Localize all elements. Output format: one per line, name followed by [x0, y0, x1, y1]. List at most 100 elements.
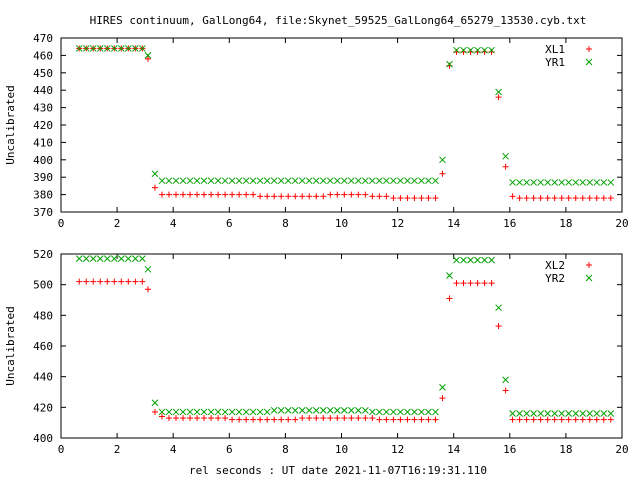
point-YR2-5-d2 — [110, 255, 118, 262]
point-XL1-64 — [523, 195, 530, 202]
point-YR2-39 — [347, 407, 355, 414]
point-YR2-46 — [397, 408, 404, 416]
point-YR2-23 — [235, 408, 243, 416]
point-XL2-61 — [502, 387, 509, 394]
point-YR2-5 — [110, 255, 118, 262]
point-XL1-42 — [369, 193, 376, 200]
point-YR1-37 — [333, 177, 341, 185]
x-tick-label-2-8: 16 — [503, 443, 516, 456]
point-YR1-34 — [312, 177, 320, 185]
point-YR1-10-d2 — [144, 52, 152, 59]
legend-label-XL2: XL2 — [545, 259, 565, 272]
point-XL2-62 — [509, 416, 516, 423]
point-XL2-50 — [425, 416, 432, 423]
point-YR2-35 — [319, 407, 327, 414]
point-YR1-6-d2 — [117, 45, 125, 52]
point-XL1-50 — [425, 195, 432, 202]
point-YR1-5 — [110, 45, 118, 52]
point-YR1-62 — [509, 179, 516, 186]
x-tick-label-1-5: 10 — [335, 217, 348, 230]
point-XL1-26 — [257, 193, 264, 200]
point-YR2-58-d2 — [481, 256, 488, 264]
point-YR1-59-d2 — [488, 46, 495, 54]
point-YR2-7-d2 — [124, 255, 132, 262]
point-XL2-27 — [264, 416, 271, 423]
y-tick-label-1-0: 370 — [33, 206, 53, 219]
point-XL1-66 — [537, 195, 544, 202]
point-YR1-53-d2 — [446, 60, 453, 68]
point-YR2-71-d2 — [572, 410, 580, 417]
point-XL2-35 — [320, 415, 327, 422]
point-YR1-49 — [418, 177, 425, 185]
point-XL2-24 — [243, 416, 250, 423]
point-YR2-26-d2 — [256, 408, 264, 416]
x-tick-label-2-6: 12 — [391, 443, 404, 456]
point-YR2-33-d2 — [305, 407, 313, 414]
point-YR2-11-d2 — [151, 399, 159, 407]
panel-2: 0 2 4 6 8 10 12 14 16 18 20 400 420 440 460 480 500 520 Un… — [4, 248, 629, 456]
point-YR1-64 — [523, 179, 530, 186]
point-YR2-29-d2 — [277, 407, 285, 414]
point-XL1-21 — [222, 191, 229, 198]
point-YR1-25-d2 — [249, 177, 257, 185]
point-XL2-18 — [201, 415, 208, 422]
point-YR1-15-d2 — [179, 177, 187, 185]
point-XL1-36 — [327, 191, 334, 198]
point-YR1-73-d2 — [586, 179, 594, 186]
point-XL2-17 — [194, 415, 201, 422]
point-YR2-17 — [193, 408, 201, 416]
point-YR2-27-d2 — [263, 408, 271, 416]
point-XL1-33 — [306, 193, 313, 200]
point-XL2-67 — [544, 416, 551, 423]
point-YR1-68 — [551, 179, 559, 186]
point-YR1-35-d2 — [319, 177, 327, 185]
point-YR1-71-d2 — [572, 179, 580, 186]
y-tick-label-2-4: 480 — [33, 309, 53, 322]
point-XL2-75 — [600, 416, 607, 423]
point-XL2-69 — [558, 416, 565, 423]
point-XL2-21 — [222, 415, 229, 422]
point-XL1-61 — [502, 163, 509, 170]
point-YR2-36 — [326, 407, 334, 414]
legend-label-YR1: YR1 — [545, 56, 565, 69]
point-XL2-63 — [516, 416, 523, 423]
point-YR2-41 — [361, 407, 369, 414]
point-YR2-14-d2 — [172, 408, 180, 416]
point-YR2-24-d2 — [242, 408, 250, 416]
point-XL1-25 — [250, 191, 257, 198]
point-XL2-57 — [474, 280, 481, 287]
point-YR1-66-d2 — [537, 179, 545, 186]
point-YR1-70-d2 — [565, 179, 573, 186]
point-XL2-41 — [362, 415, 369, 422]
series-YR2 — [75, 255, 615, 417]
point-YR2-57 — [474, 256, 481, 264]
x-tick-label-1-9: 18 — [559, 217, 572, 230]
point-XL1-32 — [299, 193, 306, 200]
point-YR2-28 — [270, 407, 278, 414]
point-YR1-13-d2 — [165, 177, 173, 185]
point-XL2-59 — [488, 280, 495, 287]
point-YR1-36-d2 — [326, 177, 334, 185]
point-YR2-63-d2 — [516, 410, 523, 417]
point-YR2-44 — [383, 408, 390, 416]
point-YR2-55-d2 — [460, 256, 467, 264]
point-YR2-65 — [530, 410, 537, 417]
point-XL2-66 — [537, 416, 544, 423]
point-XL2-38 — [341, 415, 348, 422]
point-YR1-24-d2 — [242, 177, 250, 185]
point-YR2-72 — [579, 410, 587, 417]
point-YR2-68-d2 — [551, 410, 559, 417]
point-YR1-74-d2 — [593, 179, 601, 186]
point-XL1-16 — [187, 191, 194, 198]
point-YR1-63 — [516, 179, 523, 186]
point-XL1-47 — [404, 195, 411, 202]
point-YR1-36 — [326, 177, 334, 185]
point-YR2-34 — [312, 407, 320, 414]
point-YR1-41 — [361, 177, 369, 185]
point-YR1-14 — [172, 177, 180, 185]
point-YR1-4 — [103, 45, 111, 52]
point-YR1-67 — [544, 179, 552, 186]
point-YR2-3-d2 — [96, 255, 104, 262]
point-XL1-15 — [180, 191, 187, 198]
